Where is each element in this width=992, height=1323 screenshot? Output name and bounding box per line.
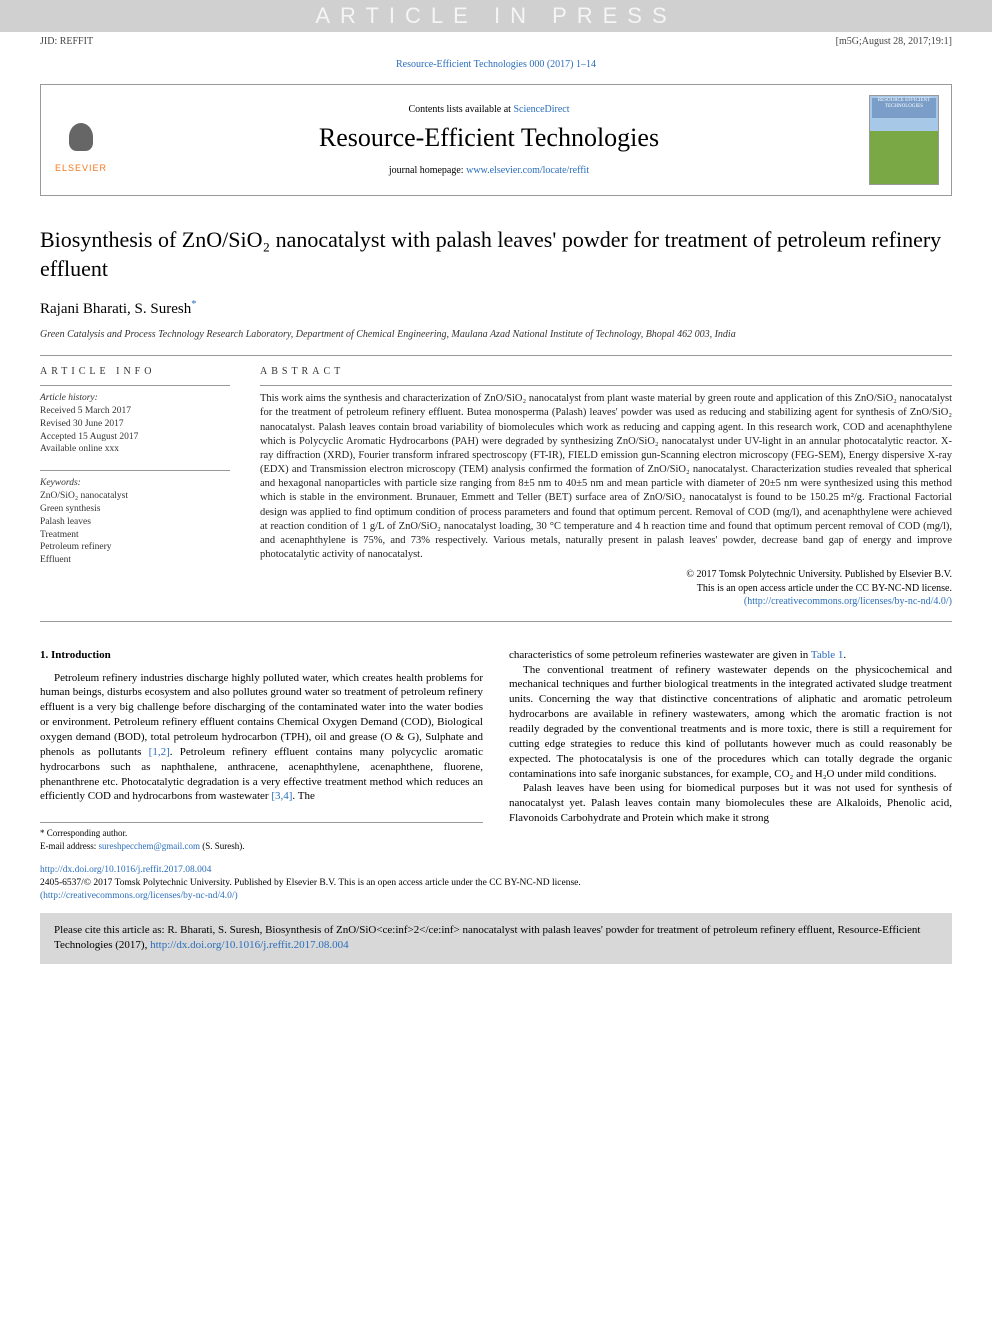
abstract-text: This work aims the synthesis and charact… bbox=[260, 392, 952, 562]
elsevier-tree-icon bbox=[59, 117, 103, 161]
abstract-heading: ABSTRACT bbox=[260, 366, 952, 377]
sciencedirect-link[interactable]: ScienceDirect bbox=[513, 104, 569, 115]
keywords-block: Keywords: ZnO/SiO₂ nanocatalyst Green sy… bbox=[40, 477, 230, 567]
divider bbox=[40, 355, 952, 356]
citation-top[interactable]: Resource-Efficient Technologies 000 (201… bbox=[0, 51, 992, 78]
authors: Rajani Bharati, S. Suresh* bbox=[40, 299, 952, 318]
homepage-line: journal homepage: www.elsevier.com/locat… bbox=[123, 165, 855, 176]
keyword: Green synthesis bbox=[40, 503, 230, 516]
article-info-column: ARTICLE INFO Article history: Received 5… bbox=[40, 366, 230, 609]
article-info-heading: ARTICLE INFO bbox=[40, 366, 230, 377]
body-col-right: characteristics of some petroleum refine… bbox=[509, 648, 952, 853]
body-paragraph: Petroleum refinery industries discharge … bbox=[40, 671, 483, 805]
corresponding-author-note: * Corresponding author. bbox=[40, 827, 483, 840]
article-history: Article history: Received 5 March 2017 R… bbox=[40, 392, 230, 456]
article-title: Biosynthesis of ZnO/SiO₂ nanocatalyst wi… bbox=[40, 226, 952, 283]
footnotes: * Corresponding author. E-mail address: … bbox=[40, 822, 483, 852]
jid-left: JID: REFFIT bbox=[40, 36, 93, 47]
jid-line: JID: REFFIT [m5G;August 28, 2017;19:1] bbox=[0, 32, 992, 51]
body-paragraph: characteristics of some petroleum refine… bbox=[509, 648, 952, 663]
doi-link[interactable]: http://dx.doi.org/10.1016/j.reffit.2017.… bbox=[40, 865, 211, 875]
elsevier-logo[interactable]: ELSEVIER bbox=[53, 107, 109, 173]
cover-title: RESOURCE EFFICIENT TECHNOLOGIES bbox=[872, 98, 936, 109]
divider bbox=[40, 385, 230, 386]
homepage-link[interactable]: www.elsevier.com/locate/reffit bbox=[466, 165, 589, 176]
body-columns: 1. Introduction Petroleum refinery indus… bbox=[40, 648, 952, 853]
body-paragraph: The conventional treatment of refinery w… bbox=[509, 663, 952, 782]
license-link[interactable]: (http://creativecommons.org/licenses/by-… bbox=[744, 596, 952, 607]
keyword: Effluent bbox=[40, 554, 230, 567]
divider bbox=[260, 385, 952, 386]
ref-link[interactable]: [3,4] bbox=[271, 790, 292, 802]
doi-block: http://dx.doi.org/10.1016/j.reffit.2017.… bbox=[40, 864, 952, 902]
table-ref-link[interactable]: Table 1 bbox=[811, 649, 844, 661]
body-col-left: 1. Introduction Petroleum refinery indus… bbox=[40, 648, 483, 853]
keyword: Petroleum refinery bbox=[40, 541, 230, 554]
journal-header: ELSEVIER Contents lists available at Sci… bbox=[40, 84, 952, 196]
jid-right: [m5G;August 28, 2017;19:1] bbox=[836, 36, 952, 47]
keyword: ZnO/SiO₂ nanocatalyst bbox=[40, 490, 230, 503]
license-link[interactable]: (http://creativecommons.org/licenses/by-… bbox=[40, 891, 238, 901]
article-in-press-banner: ARTICLE IN PRESS bbox=[0, 0, 992, 32]
section-heading: 1. Introduction bbox=[40, 648, 483, 663]
elsevier-text: ELSEVIER bbox=[55, 163, 107, 173]
ref-link[interactable]: [1,2] bbox=[149, 746, 170, 758]
keyword: Treatment bbox=[40, 529, 230, 542]
keyword: Palash leaves bbox=[40, 516, 230, 529]
contents-line: Contents lists available at ScienceDirec… bbox=[123, 104, 855, 115]
divider bbox=[40, 470, 230, 471]
divider bbox=[40, 621, 952, 622]
email-link[interactable]: sureshpecchem@gmail.com bbox=[98, 841, 200, 851]
corresponding-mark: * bbox=[191, 299, 196, 310]
cite-doi-link[interactable]: http://dx.doi.org/10.1016/j.reffit.2017.… bbox=[150, 939, 349, 951]
cite-this-article-box: Please cite this article as: R. Bharati,… bbox=[40, 913, 952, 964]
journal-cover-thumb[interactable]: RESOURCE EFFICIENT TECHNOLOGIES bbox=[869, 95, 939, 185]
journal-name: Resource-Efficient Technologies bbox=[123, 123, 855, 153]
affiliation: Green Catalysis and Process Technology R… bbox=[40, 328, 952, 341]
abstract-column: ABSTRACT This work aims the synthesis an… bbox=[260, 366, 952, 609]
copyright-block: © 2017 Tomsk Polytechnic University. Pub… bbox=[260, 568, 952, 609]
body-paragraph: Palash leaves have been using for biomed… bbox=[509, 781, 952, 826]
